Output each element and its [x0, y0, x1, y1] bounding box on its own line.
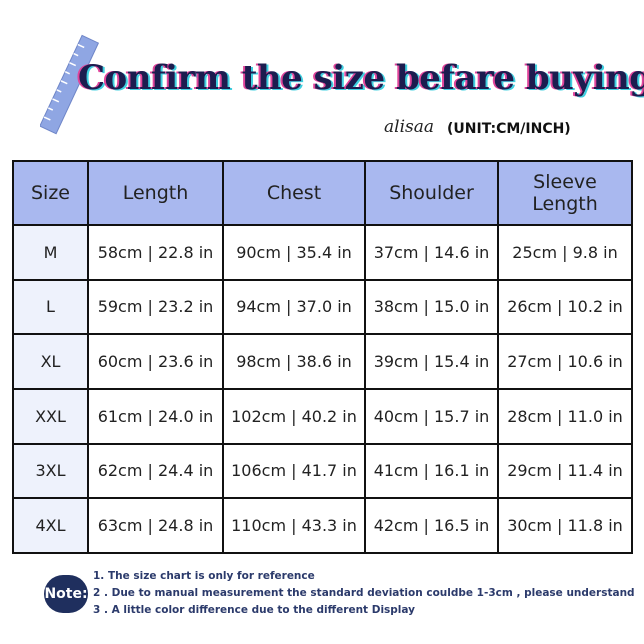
table-row: 3XL 62cm | 24.4 in 106cm | 41.7 in 41cm | 1…	[12, 442, 633, 500]
table-cell: 4XL	[12, 497, 89, 554]
size-table: Size Length Chest Shoulder Sleeve Length M 58…	[12, 160, 633, 554]
table-cell: 110cm | 43.3 in	[222, 497, 366, 554]
table-cell: XXL	[12, 387, 89, 445]
table-cell: 62cm | 24.4 in	[87, 442, 224, 500]
table-cell: 58cm | 22.8 in	[87, 224, 224, 281]
table-cell: 38cm | 15.0 in	[364, 278, 499, 336]
title: Confirm the size befare buying	[78, 58, 644, 98]
ruler-icon	[40, 34, 100, 135]
note-badge: Note:	[44, 575, 88, 613]
table-cell: 25cm | 9.8 in	[497, 224, 633, 281]
table-cell: 26cm | 10.2 in	[497, 278, 633, 336]
table-cell: 40cm | 15.7 in	[364, 387, 499, 445]
note-line: 3 . A little color difference due to the…	[93, 604, 416, 616]
table-cell: 28cm | 11.0 in	[497, 387, 633, 445]
table-cell: 61cm | 24.0 in	[87, 387, 224, 445]
table-row: XXL 61cm | 24.0 in 102cm | 40.2 in 40cm | 1…	[12, 387, 633, 445]
table-row: M 58cm | 22.8 in 90cm | 35.4 in 37cm | 14.6…	[12, 224, 633, 281]
table-cell: 59cm | 23.2 in	[87, 278, 224, 336]
brand: alisaa	[384, 117, 435, 137]
unit: (UNIT:CM/INCH)	[447, 121, 571, 137]
table-row: XL 60cm | 23.6 in 98cm | 38.6 in 39cm | 15.…	[12, 333, 633, 390]
table-cell: 90cm | 35.4 in	[222, 224, 366, 281]
column-header: Size	[12, 160, 89, 226]
column-header: Sleeve Length	[497, 160, 633, 226]
table-cell: 37cm | 14.6 in	[364, 224, 499, 281]
header-row: Size Length Chest Shoulder Sleeve Length	[12, 160, 633, 226]
table-cell: XL	[12, 333, 89, 390]
table-row: 4XL 63cm | 24.8 in 110cm | 43.3 in 42cm | 1…	[12, 497, 633, 554]
table-cell: 30cm | 11.8 in	[497, 497, 633, 554]
table-cell: 29cm | 11.4 in	[497, 442, 633, 500]
table-cell: M	[12, 224, 89, 281]
table-cell: 60cm | 23.6 in	[87, 333, 224, 390]
table-cell: 27cm | 10.6 in	[497, 333, 633, 390]
table-cell: 94cm | 37.0 in	[222, 278, 366, 336]
note-line: 2 . Due to manual measurement the standa…	[93, 587, 635, 599]
table-cell: 3XL	[12, 442, 89, 500]
table-cell: 39cm | 15.4 in	[364, 333, 499, 390]
table-cell: 42cm | 16.5 in	[364, 497, 499, 554]
table-row: L 59cm | 23.2 in 94cm | 37.0 in 38cm | 15.0…	[12, 278, 633, 336]
table-cell: L	[12, 278, 89, 336]
table-cell: 98cm | 38.6 in	[222, 333, 366, 390]
column-header: Chest	[222, 160, 366, 226]
table-cell: 106cm | 41.7 in	[222, 442, 366, 500]
column-header: Shoulder	[364, 160, 499, 226]
table-cell: 63cm | 24.8 in	[87, 497, 224, 554]
table-cell: 41cm | 16.1 in	[364, 442, 499, 500]
table-cell: 102cm | 40.2 in	[222, 387, 366, 445]
note-line: 1. The size chart is only for reference	[93, 570, 315, 582]
column-header: Length	[87, 160, 224, 226]
